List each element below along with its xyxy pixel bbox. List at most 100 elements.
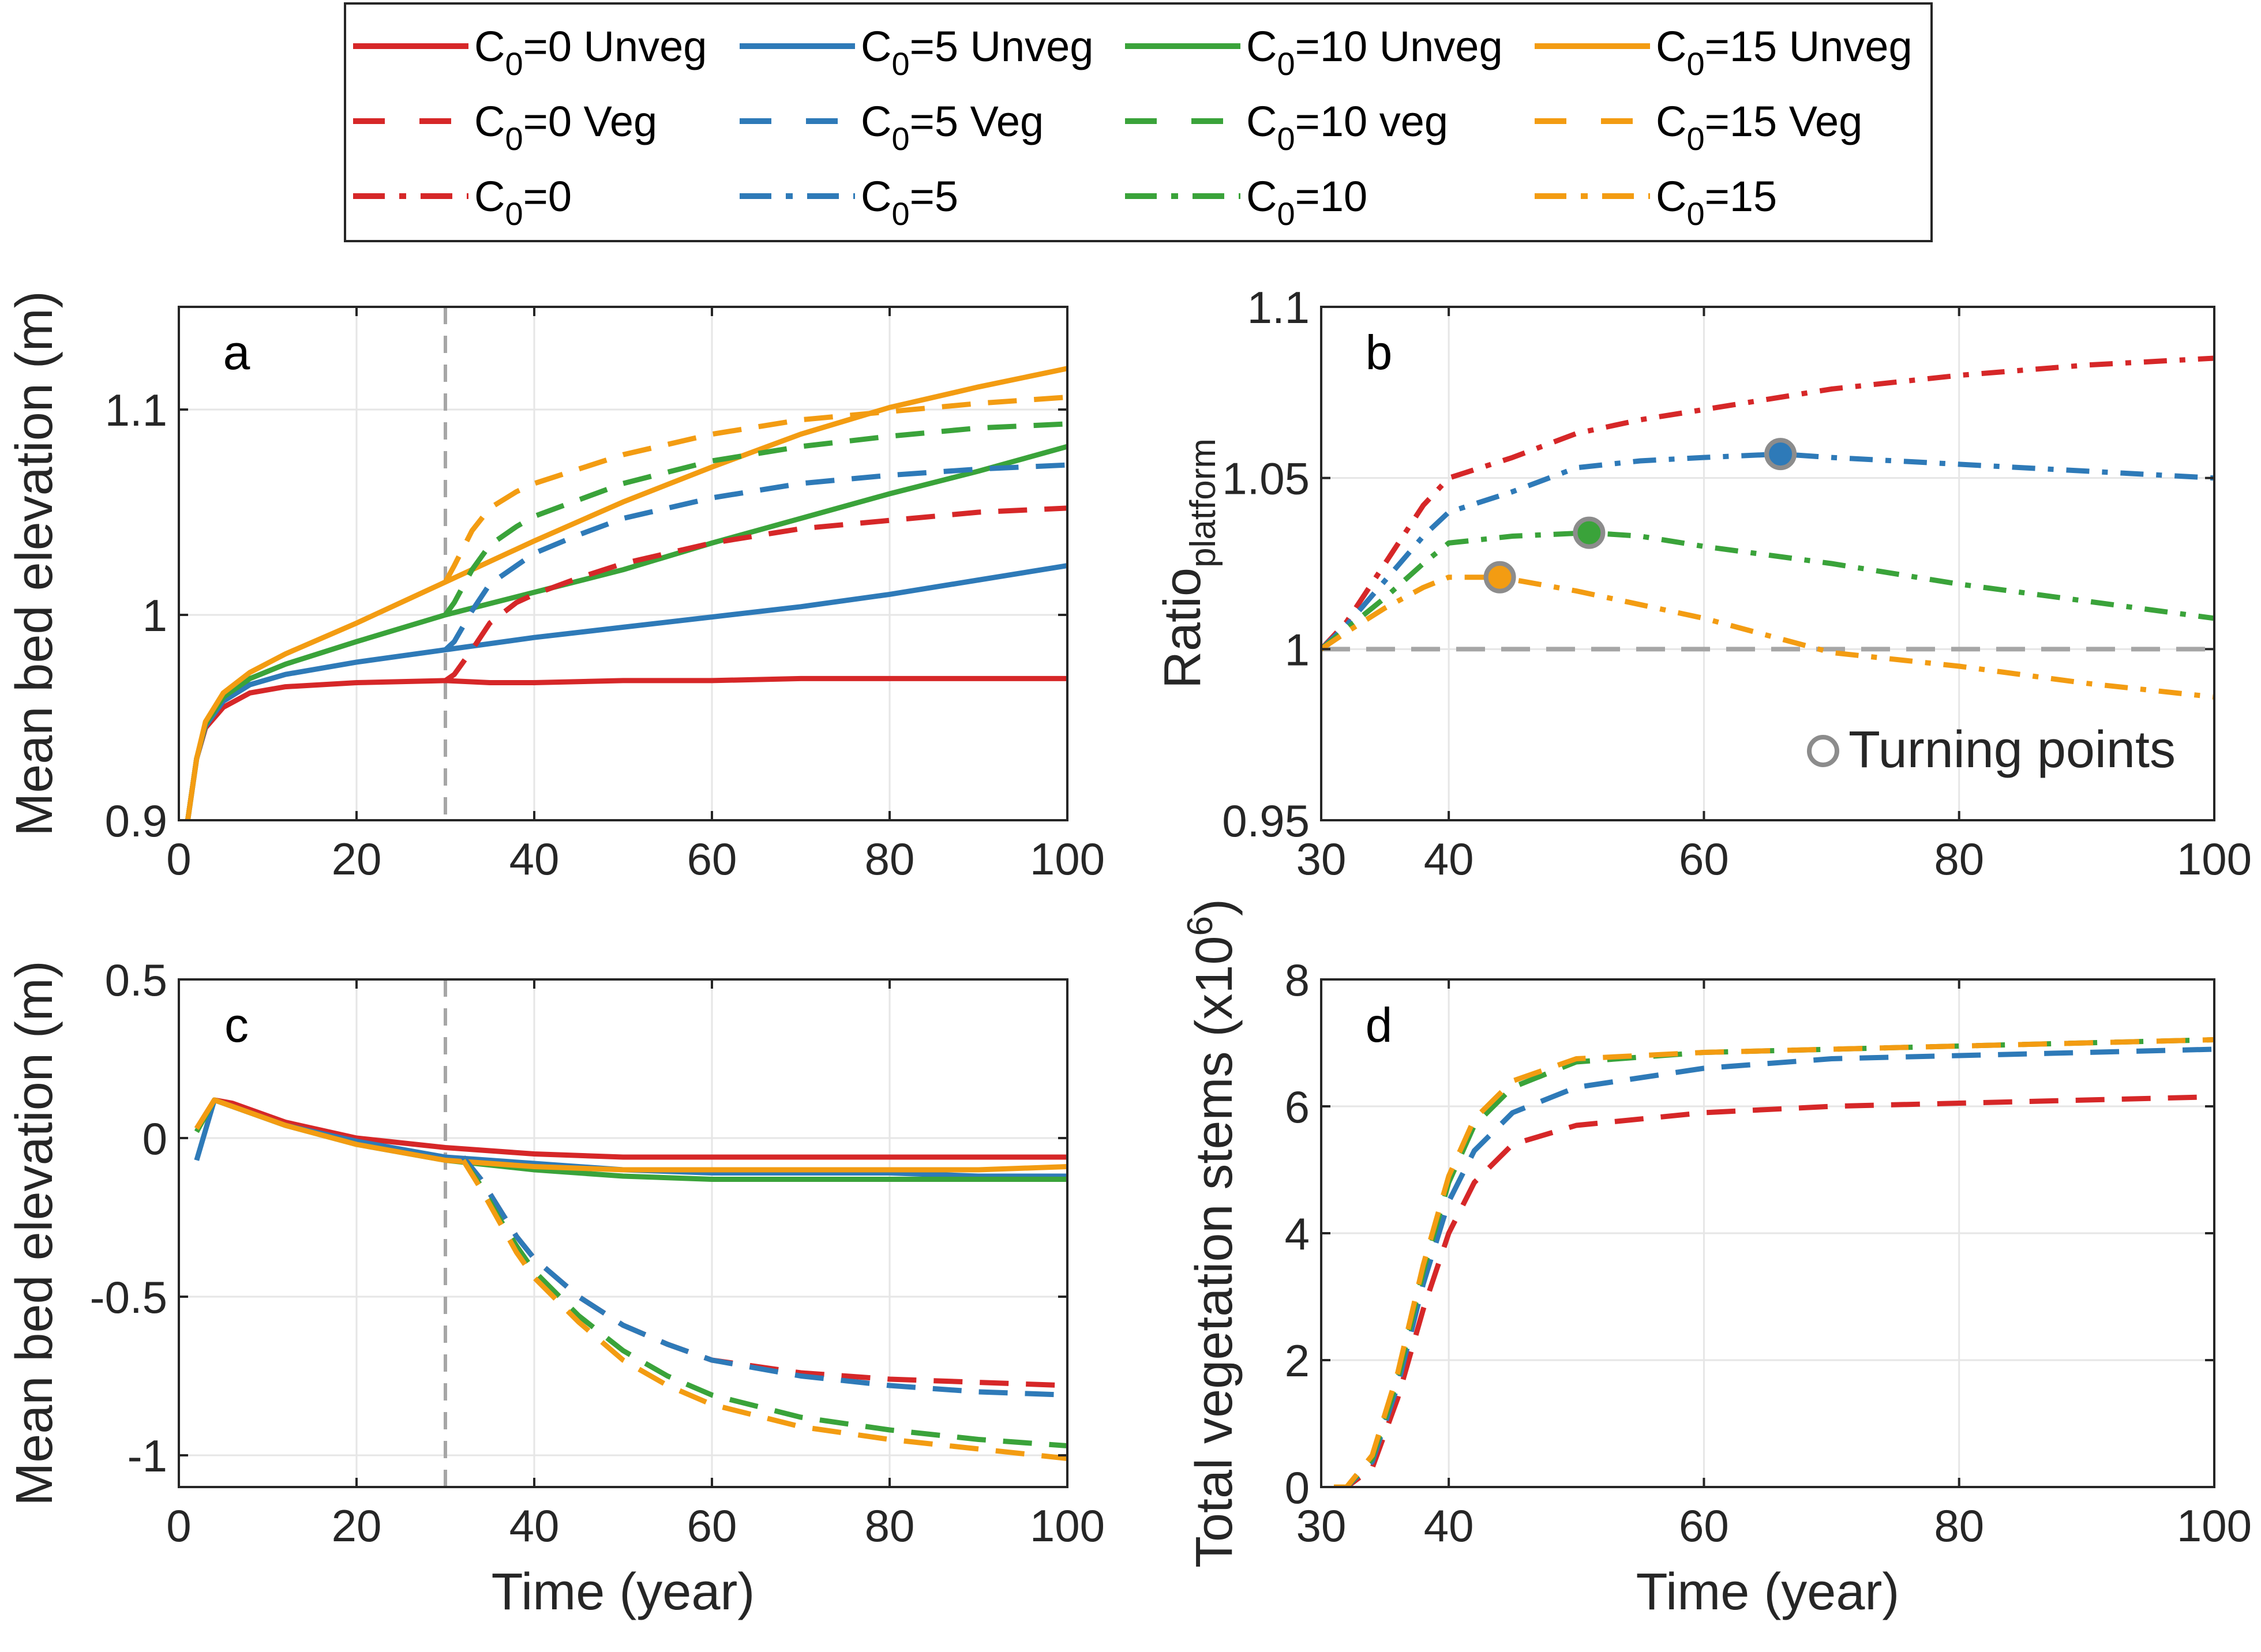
x-tick-label: 20 bbox=[332, 1500, 382, 1551]
x-tick-label: 40 bbox=[1424, 833, 1474, 884]
legend-label-main: C bbox=[861, 22, 891, 70]
panel-a: 0 20 40 60 80 100 0.9 1 1.1 a Mean bed elevation (… bbox=[6, 291, 1105, 884]
legend-label-sub: 0 bbox=[505, 46, 523, 82]
x-tick-label: 100 bbox=[1030, 833, 1105, 884]
x-tick-label: 80 bbox=[865, 833, 915, 884]
panel-letter: b bbox=[1366, 325, 1393, 380]
x-tick-label: 80 bbox=[1934, 1500, 1984, 1551]
x-tick-label: 60 bbox=[1679, 833, 1729, 884]
y-axis-label-sub: platform bbox=[1183, 438, 1223, 568]
legend: C0=0 Unveg C0=5 Unveg C0=10 Unveg C0=15 Unv… bbox=[344, 2, 1933, 242]
axes-frame bbox=[178, 306, 1068, 821]
x-tick-label: 100 bbox=[2177, 1500, 2252, 1551]
legend-label-rest: =0 Unveg bbox=[523, 22, 707, 70]
plot-area bbox=[179, 307, 1067, 820]
y-axis-label: Mean bed elevation (m) bbox=[6, 291, 63, 836]
y-axis-label-main: Ratio bbox=[1154, 568, 1212, 689]
panel-b: 30 40 60 80 100 0.95 1 1.05 1.1 b Ratioplatform Tur… bbox=[1154, 282, 2252, 884]
turning-point-marker bbox=[1483, 561, 1516, 594]
x-tick-label: 60 bbox=[1679, 1500, 1729, 1551]
legend-label-sub: 0 bbox=[1277, 196, 1295, 232]
legend-label-sub: 0 bbox=[505, 196, 523, 232]
y-tick-label: 0 bbox=[143, 1113, 167, 1164]
turning-points-annotation: Turning points bbox=[1848, 721, 2176, 779]
series-group bbox=[1334, 1037, 2214, 1487]
legend-label: C0=5 bbox=[861, 172, 958, 232]
y-axis-label-main: Total vegetation stems (x10 bbox=[1186, 936, 1243, 1568]
legend-label-rest: =15 Unveg bbox=[1705, 22, 1913, 70]
axes-frame bbox=[178, 978, 1068, 1488]
legend-label-main: C bbox=[474, 97, 505, 145]
legend-label-sub: 0 bbox=[1686, 46, 1704, 82]
series-line-c0-15-unveg bbox=[194, 1097, 1067, 1173]
legend-label-main: C bbox=[1656, 172, 1686, 220]
y-tick-label: 0.5 bbox=[105, 955, 167, 1005]
legend-label-rest: =10 bbox=[1295, 172, 1368, 220]
legend-label: C0=0 bbox=[474, 172, 572, 232]
y-tick-label: 0.9 bbox=[105, 795, 167, 846]
legend-label: C0=15 bbox=[1656, 172, 1777, 232]
legend-label-sub: 0 bbox=[1686, 121, 1704, 157]
x-tick-label: 100 bbox=[1030, 1500, 1105, 1551]
y-axis-label-sup: 6 bbox=[1180, 916, 1220, 936]
legend-label-rest: =0 bbox=[523, 172, 572, 220]
series-line-c0-15-veg bbox=[443, 395, 1067, 584]
legend-label-sub: 0 bbox=[891, 121, 909, 157]
series-line-c0-15-veg bbox=[460, 1159, 1067, 1461]
legend-label-rest: =5 Unveg bbox=[910, 22, 1094, 70]
legend-label: C0=0 Veg bbox=[474, 97, 657, 157]
series-line-c0-5-veg bbox=[461, 1155, 1067, 1398]
turning-point-legend-marker bbox=[1807, 735, 1839, 767]
x-tick-label: 30 bbox=[1296, 1500, 1347, 1551]
series-line-c0-15-veg bbox=[1334, 1037, 2214, 1487]
y-tick-label: 1.1 bbox=[1247, 282, 1310, 333]
axes-frame bbox=[1320, 306, 2215, 821]
x-axis-label: Time (year) bbox=[492, 1563, 755, 1621]
series-group bbox=[1321, 355, 2214, 700]
x-tick-label: 40 bbox=[509, 833, 560, 884]
plot-area bbox=[179, 979, 1067, 1487]
x-tick-label: 80 bbox=[1934, 833, 1984, 884]
legend-label: C0=0 Unveg bbox=[474, 22, 707, 82]
x-tick-label: 100 bbox=[2177, 833, 2252, 884]
y-tick-label: 1 bbox=[143, 590, 167, 641]
panel-letter: d bbox=[1366, 998, 1393, 1052]
legend-label-main: C bbox=[861, 97, 891, 145]
y-tick-label: 1 bbox=[1285, 624, 1310, 675]
x-tick-label: 60 bbox=[687, 833, 737, 884]
y-tick-label: 4 bbox=[1285, 1208, 1310, 1259]
legend-label-sub: 0 bbox=[891, 46, 909, 82]
y-tick-label: 6 bbox=[1285, 1082, 1310, 1132]
y-tick-label: 0.95 bbox=[1222, 795, 1310, 846]
legend-label: C0=5 Unveg bbox=[861, 22, 1093, 82]
legend-label-rest: =0 Veg bbox=[523, 97, 658, 145]
legend-label-sub: 0 bbox=[505, 121, 523, 157]
series-line-c0-10-veg bbox=[443, 421, 1067, 617]
legend-label-rest: =5 Veg bbox=[910, 97, 1044, 145]
series-group bbox=[185, 366, 1067, 820]
plot-area bbox=[1321, 307, 2214, 820]
x-tick-label: 60 bbox=[687, 1500, 737, 1551]
y-axis-label-end: ) bbox=[1186, 899, 1243, 916]
legend-label: C0=5 Veg bbox=[861, 97, 1044, 157]
y-axis-label: Ratioplatform bbox=[1154, 438, 1223, 689]
series-line-c0-0 bbox=[1321, 355, 2214, 651]
legend-label-rest: =15 bbox=[1705, 172, 1778, 220]
turning-point-marker bbox=[1573, 516, 1606, 549]
series-line-c0-15 bbox=[1321, 575, 2214, 700]
y-tick-label: 1.05 bbox=[1222, 453, 1310, 504]
panel-c: 0 20 40 60 80 100 -1 -0.5 0 0.5 c Time (year) Mean b… bbox=[6, 955, 1105, 1621]
y-axis-label: Mean bed elevation (m) bbox=[6, 960, 63, 1505]
legend-label-sub: 0 bbox=[1686, 196, 1704, 232]
legend-label-main: C bbox=[1656, 22, 1686, 70]
legend-label-rest: =10 veg bbox=[1295, 97, 1448, 145]
series-group bbox=[194, 1097, 1067, 1461]
panel-letter: c bbox=[224, 998, 249, 1052]
legend-label: C0=15 Unveg bbox=[1656, 22, 1913, 82]
legend-label-main: C bbox=[474, 22, 505, 70]
legend-label: C0=10 veg bbox=[1246, 97, 1448, 157]
x-tick-label: 0 bbox=[166, 833, 191, 884]
y-tick-label: -0.5 bbox=[90, 1272, 167, 1323]
x-tick-label: 30 bbox=[1296, 833, 1347, 884]
